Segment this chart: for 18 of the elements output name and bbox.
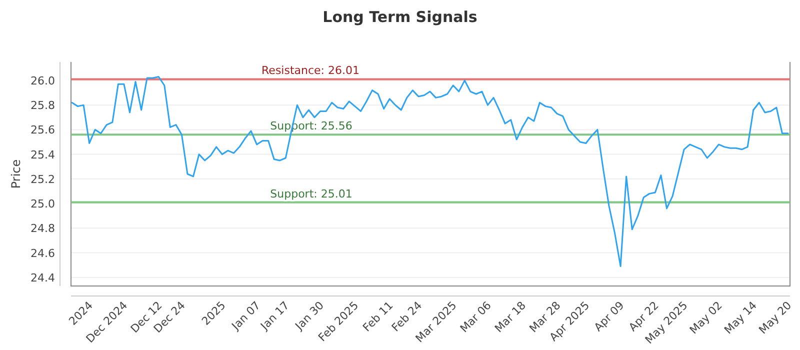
y-tick-label: 24.8 bbox=[30, 222, 55, 236]
y-tick-label: 25.8 bbox=[30, 99, 55, 112]
y-axis-title: Price bbox=[9, 159, 23, 189]
ref-line-label: Support: 25.01 bbox=[270, 187, 352, 200]
y-tick-label: 25.0 bbox=[30, 198, 55, 211]
y-tick-label: 24.4 bbox=[30, 271, 55, 284]
x-tick-label: Apr 09 bbox=[592, 298, 627, 334]
x-tick-label: Mar 18 bbox=[492, 298, 529, 336]
chart-title: Long Term Signals bbox=[322, 8, 478, 26]
x-tick-label: Mar 06 bbox=[458, 298, 494, 336]
x-tick-label: Jan 17 bbox=[258, 298, 292, 334]
y-tick-label: 25.6 bbox=[30, 124, 55, 137]
line-series bbox=[71, 76, 789, 268]
ref-line-label: Resistance: 26.01 bbox=[262, 64, 360, 78]
y-tick-label: 25.4 bbox=[30, 148, 55, 162]
y-tick-label: 26.0 bbox=[30, 74, 55, 88]
y-tick-label: 24.6 bbox=[30, 246, 55, 260]
y-tick-label: 25.2 bbox=[30, 172, 55, 186]
